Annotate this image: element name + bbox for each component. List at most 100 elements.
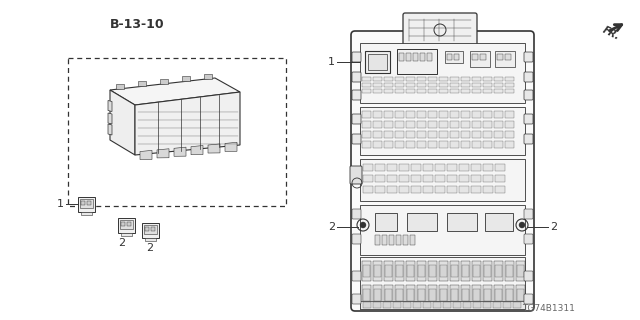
Bar: [142, 223, 159, 238]
Polygon shape: [157, 149, 169, 158]
Bar: [363, 265, 370, 277]
Bar: [450, 83, 459, 87]
Bar: [417, 89, 426, 93]
Text: B-13-10: B-13-10: [110, 18, 164, 31]
Bar: [461, 261, 470, 281]
Bar: [362, 285, 371, 305]
Bar: [439, 83, 448, 87]
Bar: [417, 261, 426, 281]
FancyBboxPatch shape: [352, 90, 361, 100]
Bar: [406, 285, 415, 305]
Bar: [375, 186, 385, 193]
Polygon shape: [182, 76, 190, 81]
Bar: [406, 89, 415, 93]
Bar: [411, 164, 421, 171]
Bar: [417, 285, 426, 305]
Bar: [494, 77, 503, 81]
Bar: [472, 141, 481, 148]
Bar: [360, 301, 525, 309]
Bar: [516, 261, 525, 281]
Bar: [483, 131, 492, 138]
Bar: [395, 121, 404, 128]
Bar: [435, 175, 445, 182]
Bar: [439, 285, 448, 305]
Bar: [433, 302, 441, 308]
Bar: [375, 175, 385, 182]
FancyBboxPatch shape: [524, 271, 533, 281]
FancyBboxPatch shape: [351, 31, 534, 311]
Bar: [407, 213, 437, 231]
Bar: [495, 289, 502, 301]
Bar: [428, 83, 437, 87]
Bar: [428, 121, 437, 128]
Bar: [495, 164, 505, 171]
Bar: [120, 220, 133, 229]
Bar: [406, 131, 415, 138]
Bar: [439, 261, 448, 281]
Bar: [517, 289, 524, 301]
Text: 2: 2: [328, 222, 335, 232]
Bar: [385, 289, 392, 301]
FancyBboxPatch shape: [524, 90, 533, 100]
Bar: [473, 265, 480, 277]
Bar: [505, 141, 514, 148]
Bar: [363, 164, 373, 171]
Bar: [461, 121, 470, 128]
Bar: [439, 141, 448, 148]
Bar: [461, 131, 470, 138]
Bar: [473, 302, 481, 308]
Bar: [365, 51, 390, 73]
Bar: [494, 89, 503, 93]
FancyBboxPatch shape: [524, 72, 533, 82]
Bar: [384, 121, 393, 128]
Bar: [435, 164, 445, 171]
Bar: [450, 261, 459, 281]
FancyBboxPatch shape: [352, 114, 361, 124]
Circle shape: [360, 222, 366, 228]
Bar: [395, 89, 404, 93]
Bar: [363, 186, 373, 193]
Bar: [395, 111, 404, 118]
Bar: [483, 89, 492, 93]
Bar: [439, 77, 448, 81]
FancyBboxPatch shape: [352, 294, 361, 304]
Bar: [494, 285, 503, 305]
Bar: [362, 141, 371, 148]
Bar: [406, 121, 415, 128]
Bar: [387, 175, 397, 182]
Bar: [413, 302, 421, 308]
Bar: [384, 111, 393, 118]
Bar: [395, 77, 404, 81]
Bar: [447, 164, 457, 171]
Polygon shape: [140, 150, 152, 160]
Bar: [396, 289, 403, 301]
FancyBboxPatch shape: [352, 72, 361, 82]
Polygon shape: [108, 100, 112, 111]
Bar: [463, 302, 471, 308]
Bar: [494, 141, 503, 148]
Bar: [435, 186, 445, 193]
Bar: [461, 89, 470, 93]
FancyBboxPatch shape: [352, 52, 361, 62]
Bar: [483, 121, 492, 128]
Bar: [470, 51, 490, 67]
Polygon shape: [138, 81, 146, 86]
Bar: [393, 302, 401, 308]
Polygon shape: [108, 113, 112, 124]
Bar: [495, 186, 505, 193]
Bar: [439, 89, 448, 93]
Bar: [495, 175, 505, 182]
Bar: [447, 213, 477, 231]
Bar: [406, 53, 411, 61]
Bar: [413, 53, 418, 61]
Bar: [418, 265, 425, 277]
Bar: [411, 175, 421, 182]
Bar: [483, 175, 493, 182]
Bar: [423, 302, 431, 308]
Bar: [417, 141, 426, 148]
Bar: [411, 186, 421, 193]
Bar: [472, 285, 481, 305]
FancyBboxPatch shape: [524, 114, 533, 124]
Bar: [382, 235, 387, 245]
Bar: [403, 302, 411, 308]
